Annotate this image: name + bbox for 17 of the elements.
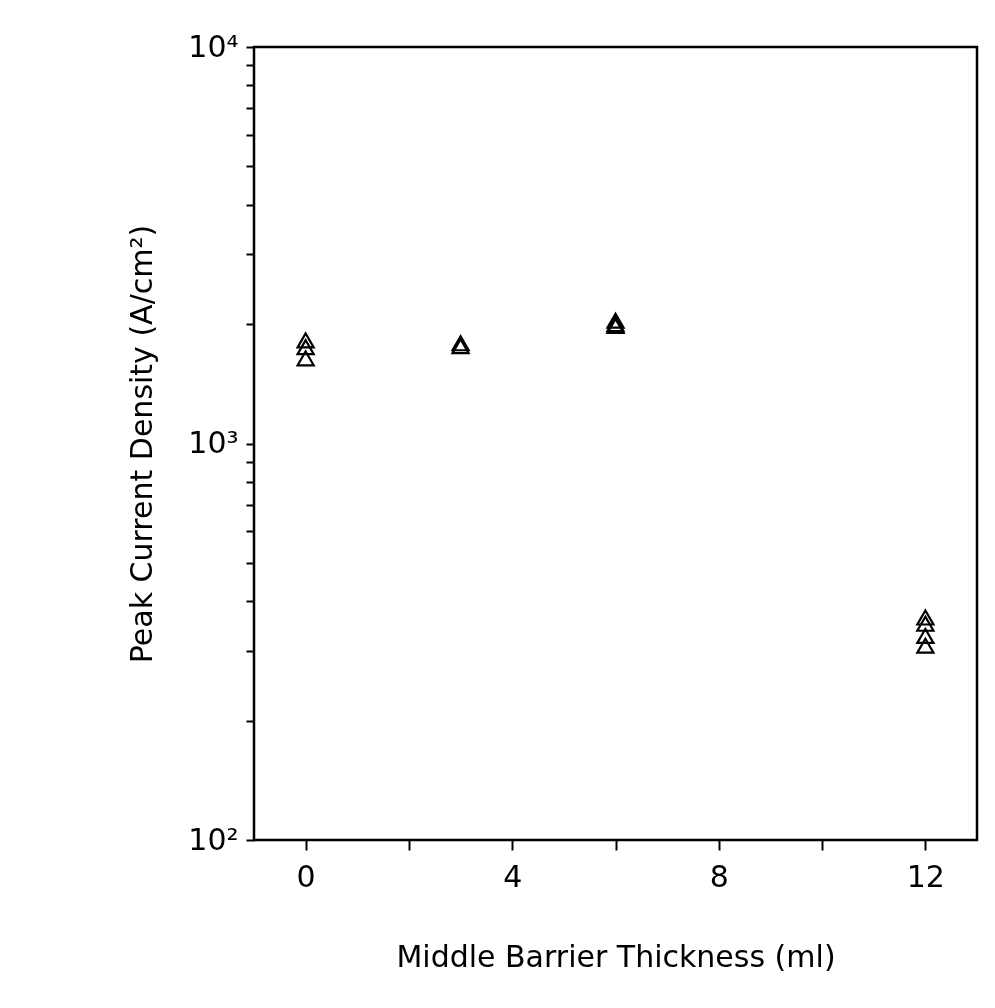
- point: [296, 350, 315, 367]
- point: [296, 339, 315, 356]
- y-axis-title: Peak Current Density (A/cm²): [124, 224, 160, 664]
- y-tick-label: 10²: [188, 821, 239, 857]
- y-tick-label: 10³: [188, 425, 239, 460]
- point: [916, 637, 935, 654]
- point: [916, 609, 935, 626]
- point: [296, 332, 315, 349]
- point: [606, 312, 625, 329]
- y-tick-label: 10⁴: [188, 28, 239, 64]
- point: [916, 615, 935, 632]
- point: [916, 627, 935, 645]
- x-tick-label: 0: [296, 858, 316, 894]
- x-tick-label: 4: [503, 858, 523, 894]
- x-tick-label: 12: [906, 858, 945, 894]
- x-tick-label: 8: [709, 858, 729, 894]
- x-axis-title: Middle Barrier Thickness (ml): [396, 938, 836, 974]
